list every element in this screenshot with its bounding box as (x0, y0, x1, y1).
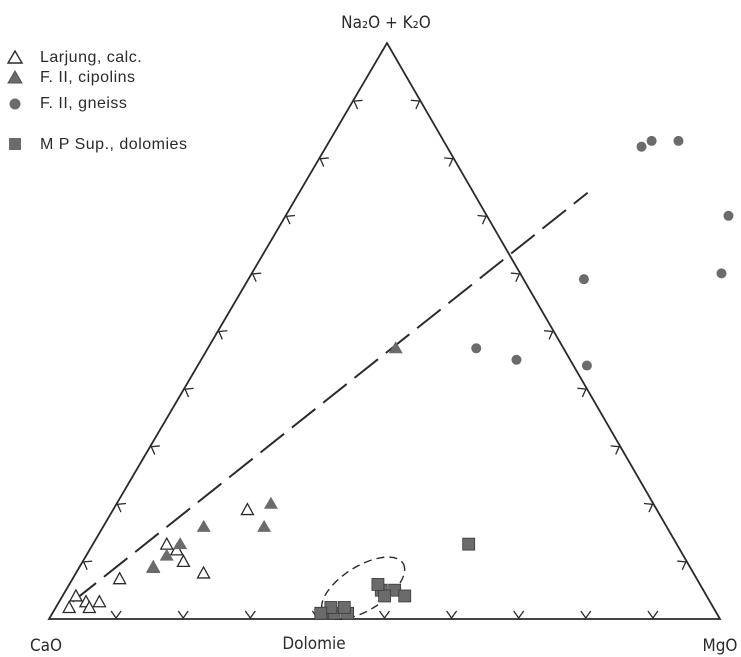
filled-circle-point (471, 343, 482, 354)
filled-square-point (378, 589, 392, 603)
triangle-frame (47, 41, 722, 620)
tick-mark (285, 214, 296, 225)
filled-circle-point (511, 354, 522, 365)
filled-triangle-point (173, 537, 188, 550)
open-triangle-point (68, 588, 84, 602)
legend-label: M P Sup., dolomies (40, 136, 187, 153)
filled-triangle-point (257, 519, 272, 532)
filled-square-icon (9, 138, 21, 150)
filled-triangle-point (263, 496, 278, 509)
legend: Larjung, calc. F. II, cipolins F. II, gn… (6, 49, 187, 153)
filled-circle-icon (9, 98, 21, 110)
filled-square-point (337, 601, 351, 614)
tick-mark (677, 560, 687, 571)
filled-triangle-point (388, 341, 403, 354)
filled-triangle-point (196, 519, 211, 532)
tick-mark (610, 445, 621, 455)
open-triangle-point (169, 542, 184, 556)
filled-triangle-point (146, 560, 161, 573)
right-vertex-label: MgO (703, 636, 738, 656)
legend-label: Larjung, calc. (40, 49, 142, 66)
tick-mark (319, 157, 329, 167)
tick-mark (577, 387, 587, 398)
tick-mark (217, 330, 228, 340)
tick-mark (477, 214, 488, 225)
filled-circle-point (716, 268, 727, 279)
tick-mark (513, 610, 525, 620)
dashed-trend-line (71, 191, 589, 603)
apex-label: Na₂O + K₂O (341, 13, 431, 33)
tick-mark (177, 610, 189, 620)
filled-square-point (462, 537, 476, 551)
filled-circle-point (581, 360, 592, 371)
tick-mark (446, 610, 458, 620)
tick-mark (378, 610, 391, 620)
data-points (62, 135, 734, 620)
filled-circle-point (673, 135, 684, 146)
filled-circle-point (636, 141, 647, 152)
open-triangle-point (82, 600, 97, 614)
tick-mark (643, 502, 654, 513)
filled-circle-point (646, 135, 657, 146)
tick-mark (116, 502, 127, 513)
legend-label: F. II, gneiss (40, 95, 127, 112)
open-triangle-point (240, 502, 255, 516)
open-triangle-point (62, 600, 77, 614)
filled-square-point (398, 589, 412, 603)
legend-entry-gneiss: F. II, gneiss (9, 95, 127, 112)
filled-square-point (314, 606, 328, 620)
tick-mark (410, 99, 421, 110)
tick-mark (353, 99, 363, 110)
open-triangle-point (176, 554, 191, 568)
filled-circle-point (723, 210, 734, 221)
dolomie-label: Dolomie (282, 634, 345, 654)
filled-triangle-icon (7, 70, 23, 84)
tick-mark (544, 330, 554, 340)
tick-marks (82, 99, 687, 620)
triangle-outline (47, 41, 722, 620)
open-triangle-point (92, 594, 107, 608)
tick-mark (580, 610, 592, 620)
tick-mark (244, 610, 256, 620)
tick-mark (110, 610, 122, 620)
filled-square-point (371, 578, 385, 591)
tick-mark (184, 387, 194, 398)
legend-entry-cipolins: F. II, cipolins (7, 69, 136, 86)
filled-circle-point (578, 274, 589, 285)
trend-line (71, 191, 589, 603)
filled-triangle-point (159, 548, 174, 561)
open-triangle-icon (6, 49, 24, 64)
tick-mark (82, 560, 93, 571)
tick-mark (647, 610, 659, 620)
open-triangle-point (159, 536, 174, 550)
open-triangle-point (196, 565, 211, 579)
tick-mark (444, 157, 454, 167)
tick-mark (251, 272, 262, 283)
legend-label: F. II, cipolins (40, 69, 136, 86)
legend-entry-dolomies: M P Sup., dolomies (9, 136, 187, 153)
open-triangle-point (112, 571, 127, 585)
tick-mark (510, 272, 521, 283)
tick-mark (150, 445, 160, 455)
left-vertex-label: CaO (30, 636, 62, 656)
legend-entry-larjung: Larjung, calc. (6, 49, 142, 66)
